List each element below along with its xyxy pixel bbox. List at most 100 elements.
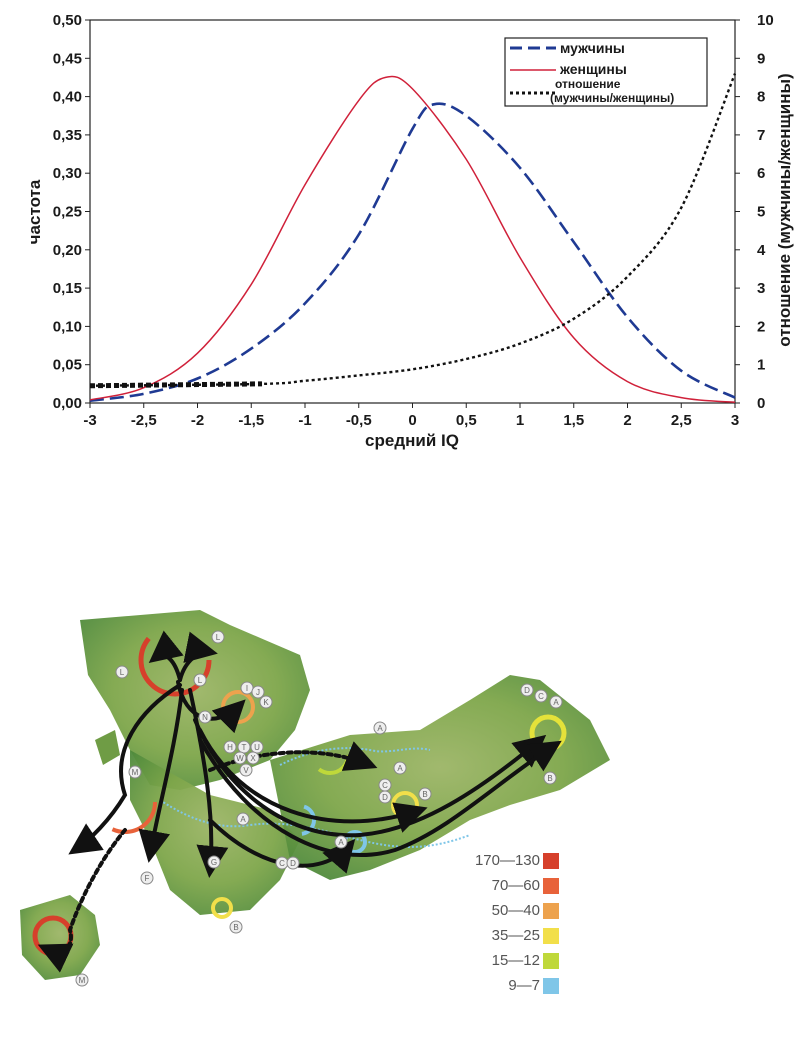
- site-marker-circle: [393, 761, 407, 775]
- map-legend-label: 170—130: [474, 852, 540, 869]
- site-marker-circle: [198, 710, 212, 724]
- site-marker-label: T: [242, 743, 247, 752]
- legend-label-women: женщины: [559, 61, 627, 77]
- map-legend-label: 35—25: [491, 927, 540, 944]
- map-legend-row: 50—40: [440, 900, 580, 925]
- x-tick-label: 1,5: [563, 412, 584, 429]
- y2-tick-label: 9: [757, 50, 765, 67]
- site-marker-label: K: [263, 698, 269, 707]
- y-tick-label: 0,35: [53, 127, 82, 144]
- y2-tick-label: 2: [757, 318, 765, 335]
- site-marker-label: A: [338, 838, 344, 847]
- site-marker-circle: [128, 765, 142, 779]
- y-tick-label: 0,45: [53, 50, 82, 67]
- island-chain: [95, 730, 120, 765]
- series-ratio-line: [89, 73, 737, 387]
- map-legend-row: 9—7: [440, 975, 580, 1000]
- site-marker-label: V: [243, 766, 249, 775]
- series-layer: [89, 73, 737, 403]
- y-tick-label: 0,50: [53, 12, 82, 29]
- y-tick-label: 0,30: [53, 165, 82, 182]
- x-tick-label: -3: [83, 412, 96, 429]
- map-legend-swatch: [543, 853, 559, 869]
- site-marker-circle: [251, 685, 265, 699]
- map-legend-swatch: [543, 903, 559, 919]
- site-marker-label: B: [547, 774, 552, 783]
- y-axis-title: частота: [25, 179, 44, 244]
- y-tick-label: 0,00: [53, 395, 82, 412]
- y-axis-ticks: 0,00 0,05 0,10 0,15 0,20 0,25 0,30 0,35 0,40 0,45…: [53, 12, 90, 412]
- site-marker-circle: [233, 751, 247, 765]
- site-marker-label: I: [246, 684, 248, 693]
- series-women-line: [89, 75, 736, 403]
- site-marker-circle: [520, 683, 534, 697]
- site-marker-label: L: [120, 668, 125, 677]
- site-marker-label: D: [382, 793, 388, 802]
- x-tick-label: -1,5: [238, 412, 264, 429]
- site-marker-circle: [207, 855, 221, 869]
- continent-eurasia: [270, 675, 610, 880]
- iq-distribution-chart: -3 -2,5 -2 -1,5 -1 -0,5 0 0,5 1 1,5 2 2,5 3 0,00 0,05…: [25, 12, 794, 450]
- y-tick-label: 0,20: [53, 242, 82, 259]
- x-axis-title: средний IQ: [365, 431, 459, 450]
- y2-tick-label: 7: [757, 127, 765, 144]
- series-men-line: [89, 102, 736, 402]
- x-tick-label: 2,5: [671, 412, 692, 429]
- coast-dots-1: [159, 799, 471, 848]
- x-tick-label: -0,5: [346, 412, 372, 429]
- site-marker-label: W: [236, 754, 244, 763]
- site-marker-circle: [239, 763, 253, 777]
- site-marker-circle: [549, 695, 563, 709]
- site-marker-label: M: [79, 976, 86, 985]
- site-marker-circle: [534, 689, 548, 703]
- y2-tick-label: 5: [757, 204, 765, 221]
- map-legend-row: 15—12: [440, 950, 580, 975]
- site-marker-circle: [140, 871, 154, 885]
- site-marker-label: X: [250, 754, 256, 763]
- site-marker-circle: [223, 740, 237, 754]
- y2-tick-label: 10: [757, 12, 774, 29]
- continent-australia: [20, 895, 100, 980]
- site-marker-label: J: [256, 688, 260, 697]
- site-marker-circle: [286, 856, 300, 870]
- site-marker-label: D: [524, 686, 530, 695]
- site-marker-circle: [229, 920, 243, 934]
- x-axis-ticks: -3 -2,5 -2 -1,5 -1 -0,5 0 0,5 1 1,5 2 2,5 3: [83, 403, 739, 429]
- site-marker-label: D: [290, 859, 296, 868]
- map-legend-swatch: [543, 953, 559, 969]
- y-tick-label: 0,15: [53, 280, 82, 297]
- map-legend-swatch: [543, 928, 559, 944]
- series-ratio-thick-segment: [89, 381, 263, 389]
- map-legend-label: 70—60: [491, 877, 540, 894]
- site-marker-label: U: [254, 743, 260, 752]
- x-tick-label: -1: [298, 412, 311, 429]
- y2-tick-label: 3: [757, 280, 765, 297]
- x-tick-label: 2: [623, 412, 631, 429]
- x-tick-label: -2: [191, 412, 204, 429]
- y2-tick-label: 6: [757, 165, 765, 182]
- y2-tick-label: 4: [757, 242, 766, 259]
- chart-legend: мужчины женщины отношение (мужчины/женщи…: [504, 37, 708, 107]
- legend-label-ratio: отношение (мужчины/женщины): [550, 77, 674, 105]
- site-marker-circle: [236, 812, 250, 826]
- site-marker-circle: [259, 695, 273, 709]
- site-marker-circle: [378, 790, 392, 804]
- map-legend-row: 170—130: [440, 850, 580, 875]
- site-marker-label: B: [233, 923, 238, 932]
- y2-axis-title: отношение (мужчины/женщины): [775, 73, 794, 346]
- site-marker-label: L: [198, 676, 203, 685]
- site-marker-label: A: [377, 724, 383, 733]
- x-tick-label: 0,5: [456, 412, 477, 429]
- y-tick-label: 0,40: [53, 89, 82, 106]
- site-marker-label: H: [227, 743, 233, 752]
- site-marker-label: C: [382, 781, 388, 790]
- map-legend-row: 35—25: [440, 925, 580, 950]
- map-legend-swatch: [543, 978, 559, 994]
- site-marker-label: M: [132, 768, 139, 777]
- x-tick-label: 0: [408, 412, 416, 429]
- site-ring-blue-2: [284, 804, 316, 836]
- map-legend-row: 70—60: [440, 875, 580, 900]
